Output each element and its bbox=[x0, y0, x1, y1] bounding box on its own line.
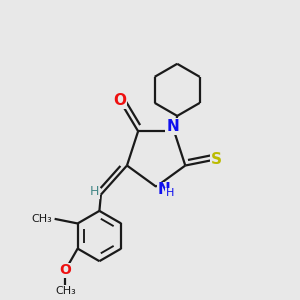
Text: N: N bbox=[166, 119, 179, 134]
Text: O: O bbox=[59, 263, 71, 278]
Text: S: S bbox=[210, 152, 221, 167]
Text: CH₃: CH₃ bbox=[55, 286, 76, 296]
Text: N: N bbox=[158, 182, 170, 197]
Text: CH₃: CH₃ bbox=[32, 214, 52, 224]
Text: H: H bbox=[166, 188, 174, 198]
Text: H: H bbox=[90, 185, 100, 198]
Text: O: O bbox=[113, 93, 126, 108]
